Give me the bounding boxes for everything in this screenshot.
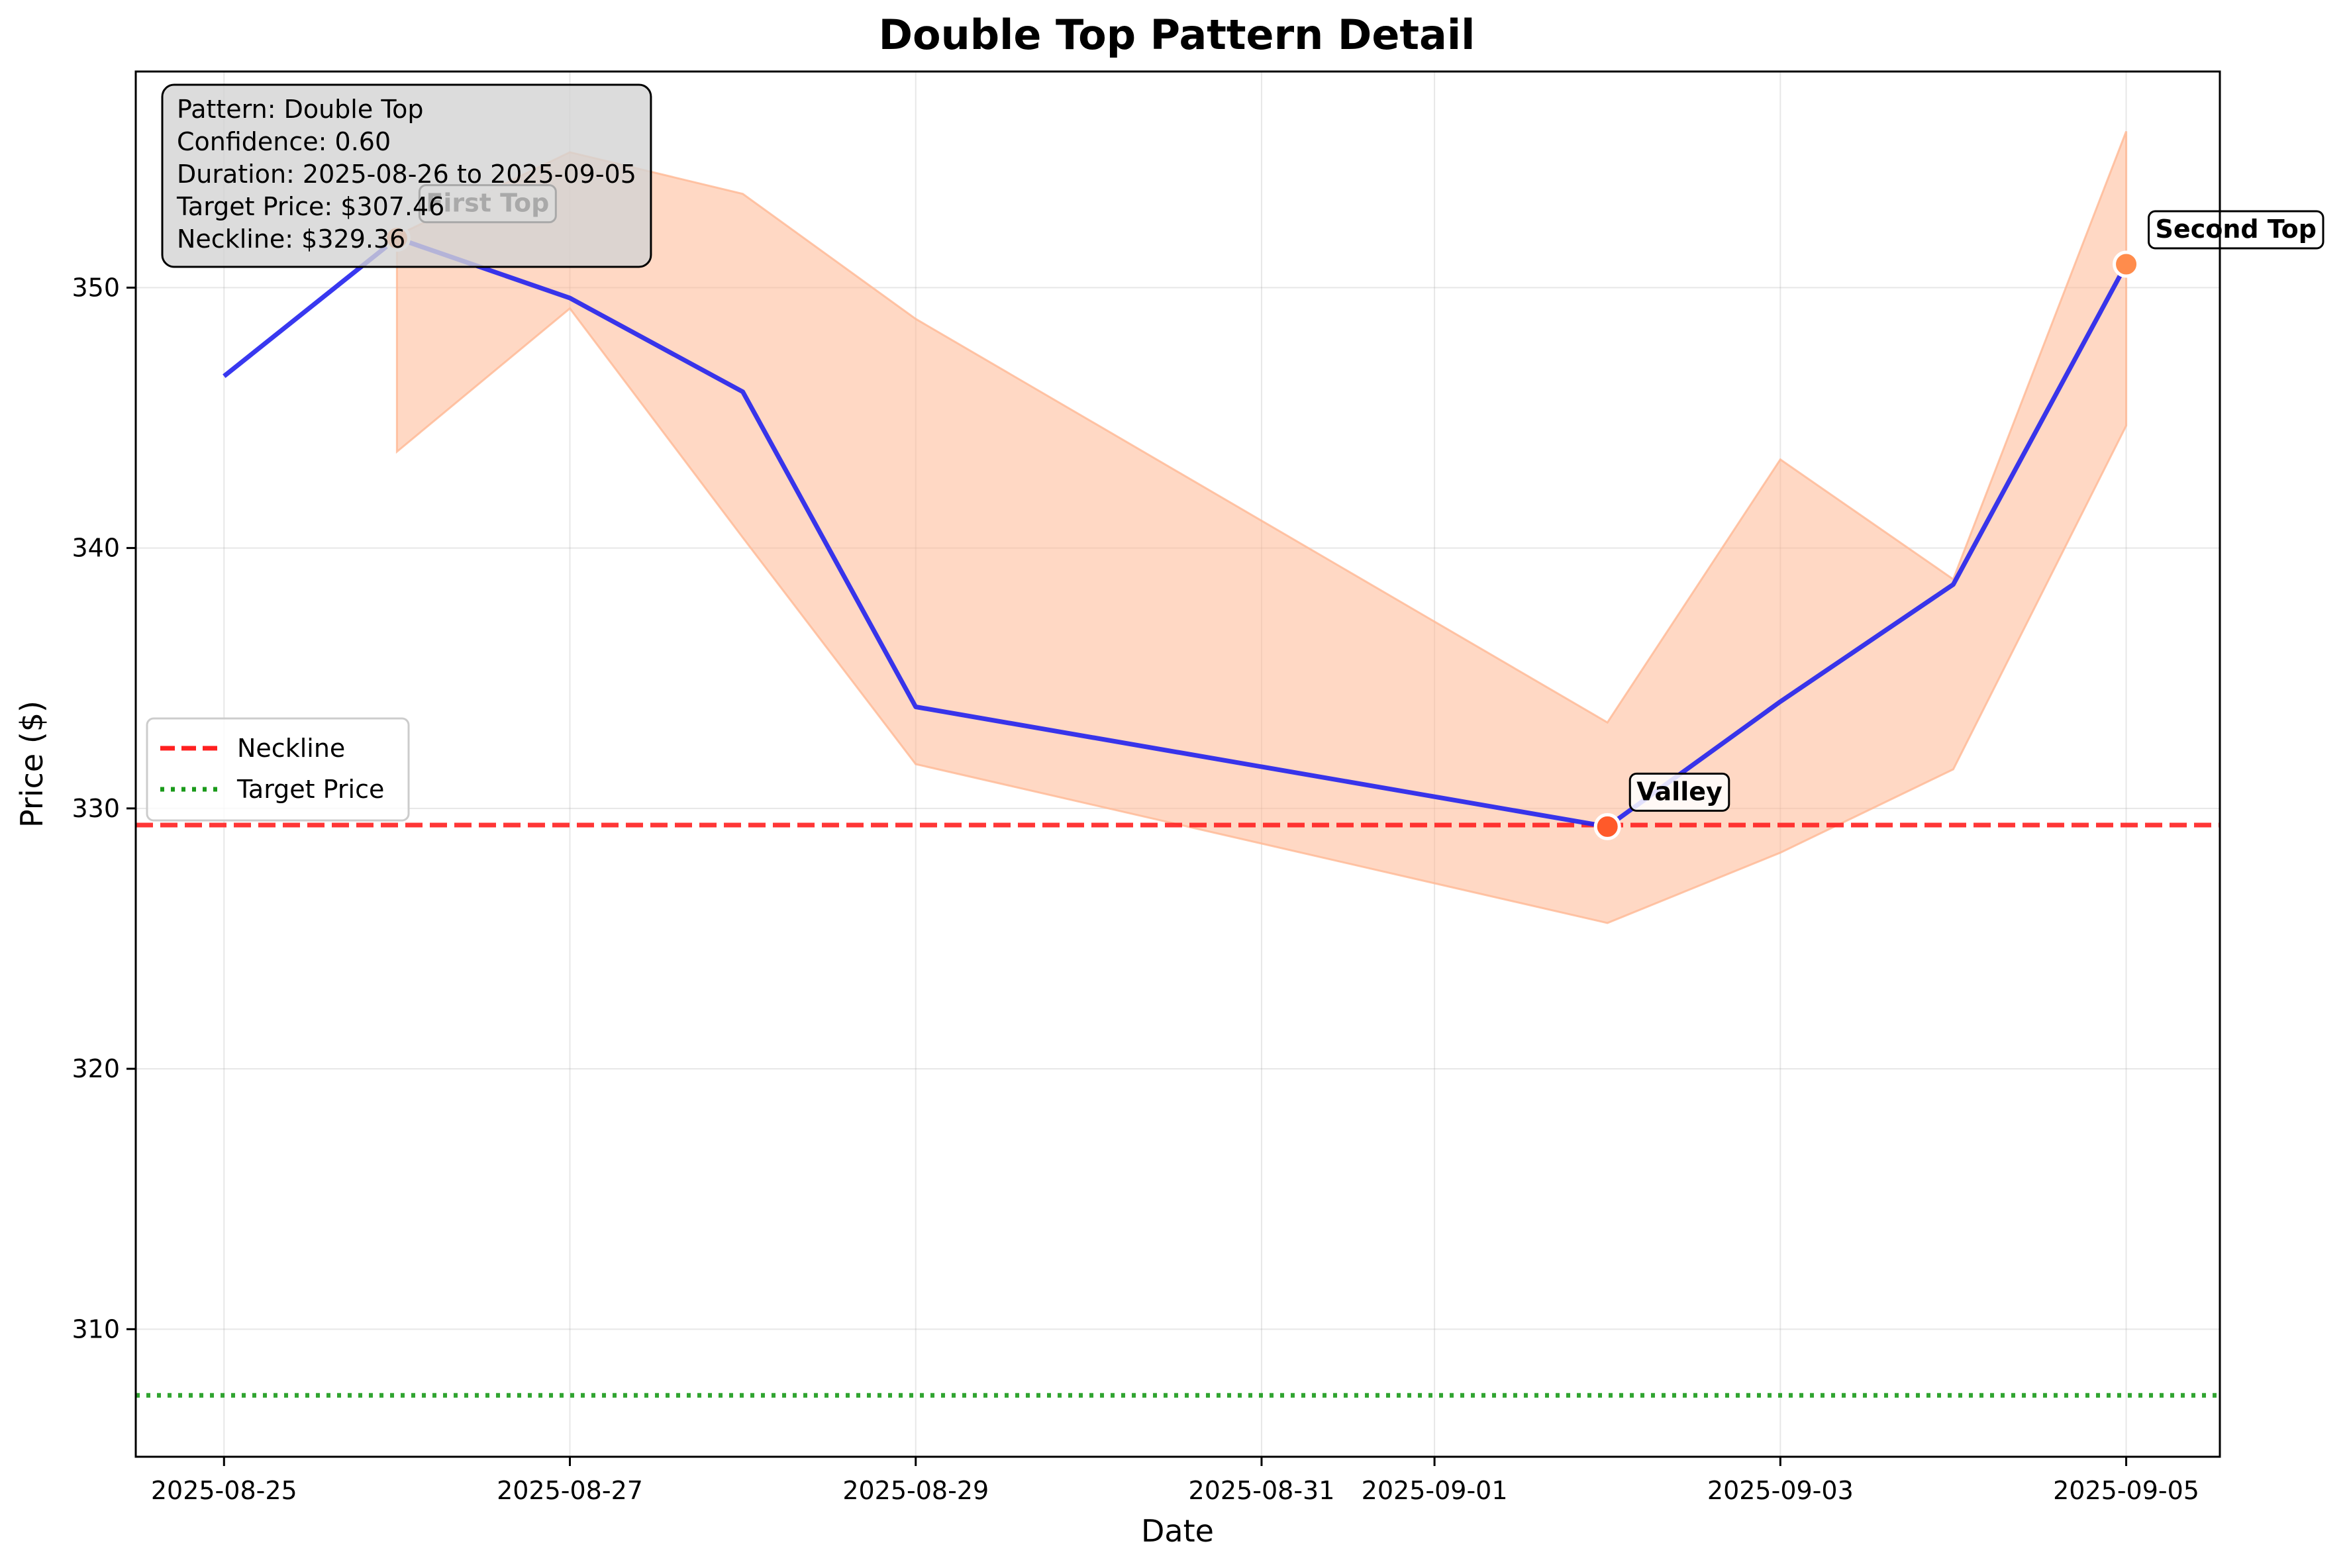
valley-marker	[1593, 812, 1621, 840]
second-top-annotation-box	[2148, 210, 2324, 250]
confidence-band-layer	[395, 130, 2128, 924]
x-tick-label: 2025-09-05	[2053, 1476, 2199, 1505]
x-tick-label: 2025-08-31	[1189, 1476, 1335, 1505]
y-tick-label: 330	[72, 794, 120, 823]
y-tick-label: 310	[72, 1314, 120, 1344]
info-box-line: Pattern: Double Top	[177, 95, 423, 124]
neckline-legend-label: Neckline	[237, 734, 345, 763]
info-box-frame	[161, 83, 652, 268]
confidence-band	[395, 130, 2128, 924]
x-tick-label: 2025-08-25	[151, 1476, 297, 1505]
info-box-line: Duration: 2025-08-26 to 2025-09-05	[177, 160, 636, 189]
legend-frame	[146, 717, 410, 822]
chart-title: Double Top Pattern Detail	[879, 11, 1475, 59]
plot-frame	[134, 70, 2221, 1458]
y-axis: 310 320 330 340 350	[72, 273, 136, 1344]
pattern-info-box: Pattern: Double Top Confidence: 0.60 Durat…	[161, 83, 652, 268]
y-tick-label: 350	[72, 273, 120, 302]
info-box-line: Confidence: 0.60	[177, 127, 391, 156]
reference-lines-layer	[136, 822, 2220, 1398]
x-tick-label: 2025-09-03	[1707, 1476, 1854, 1505]
x-tick-label: 2025-09-01	[1362, 1476, 1508, 1505]
y-tick-label: 340	[72, 534, 120, 563]
target-price-legend-label: Target Price	[236, 775, 384, 804]
x-axis-label: Date	[1141, 1513, 1214, 1549]
second-top-marker	[2113, 250, 2140, 278]
y-axis-label: Price ($)	[14, 701, 50, 828]
x-tick-label: 2025-08-29	[842, 1476, 989, 1505]
valley-annotation-box	[1628, 772, 1730, 812]
info-box-line: Target Price: $307.46	[176, 192, 444, 221]
x-axis: 2025-08-25 2025-08-27 2025-08-29 2025-08-31…	[151, 1457, 2199, 1505]
second-top-annotation: Second Top	[2148, 210, 2324, 250]
y-tick-label: 320	[72, 1054, 120, 1083]
chart-legend: Neckline Target Price	[146, 717, 410, 822]
valley-annotation: Valley	[1628, 772, 1730, 812]
plot-area: First TopValleySecond Top	[134, 70, 2324, 1458]
second-top-annotation-text: Second Top	[2156, 215, 2317, 244]
valley-annotation-text: Valley	[1636, 777, 1723, 806]
info-box-line: Neckline: $329.36	[177, 224, 405, 254]
x-tick-label: 2025-08-27	[497, 1476, 643, 1505]
